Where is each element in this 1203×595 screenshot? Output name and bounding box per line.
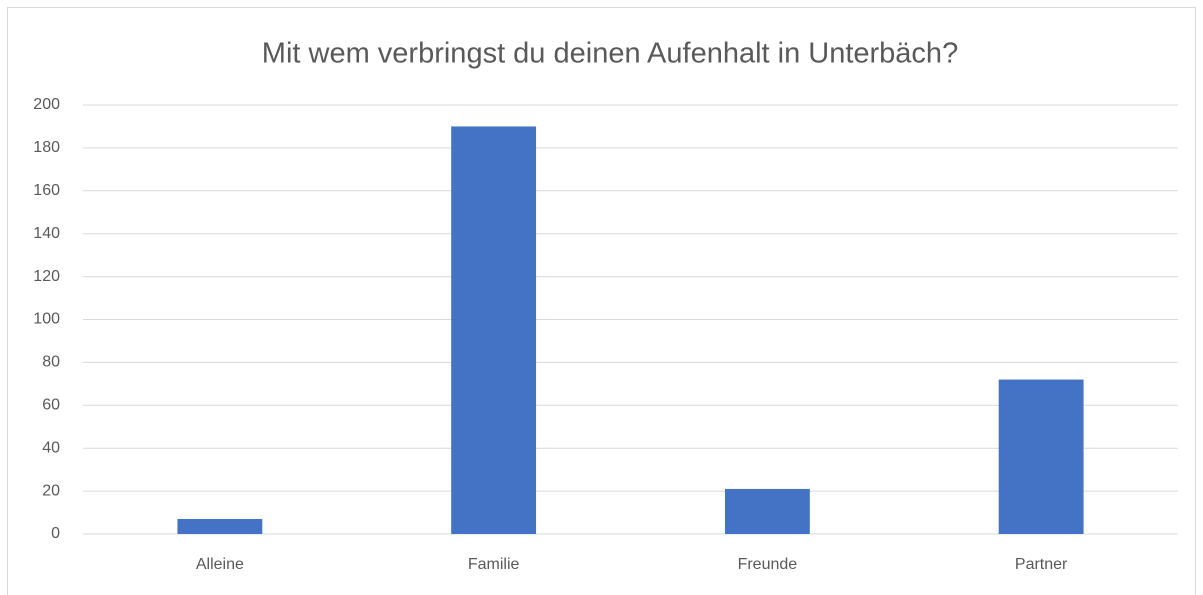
bar (724, 488, 810, 534)
y-tick-label: 200 (33, 96, 60, 113)
x-tick-label: Familie (468, 556, 520, 573)
bar (451, 126, 537, 534)
y-tick-label: 120 (33, 268, 60, 285)
x-tick-label: Alleine (196, 556, 244, 573)
y-tick-label: 0 (51, 525, 60, 542)
y-tick-label: 60 (42, 397, 60, 414)
y-tick-label: 140 (33, 225, 60, 242)
x-tick-label: Partner (1015, 556, 1068, 573)
y-tick-label: 180 (33, 139, 60, 156)
chart-title: Mit wem verbringst du deinen Aufenhalt i… (262, 38, 958, 70)
y-tick-label: 20 (42, 482, 60, 499)
y-tick-label: 160 (33, 182, 60, 199)
y-tick-label: 80 (42, 354, 60, 371)
y-tick-label: 100 (33, 311, 60, 328)
bar (177, 518, 263, 534)
x-tick-label: Freunde (738, 556, 798, 573)
y-tick-label: 40 (42, 439, 60, 456)
bar (998, 379, 1084, 534)
